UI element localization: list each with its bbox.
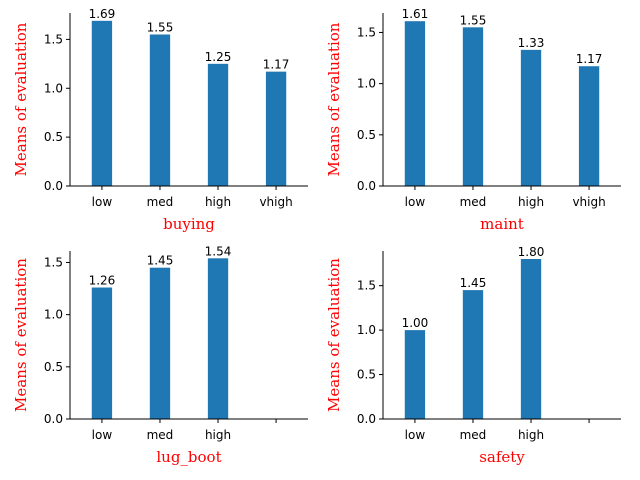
bar-value-label: 1.55 xyxy=(147,21,174,35)
y-tick-label: 0.0 xyxy=(357,179,376,193)
chart-panel-safety: 1.00 1.45 1.80 0.0 0.5 1.0 1.5 low med high safety… xyxy=(325,245,621,466)
bar-value-label: 1.00 xyxy=(402,316,429,330)
bar-value-label: 1.61 xyxy=(402,7,429,21)
x-tick-label: med xyxy=(147,428,174,442)
x-tick-label: med xyxy=(460,428,487,442)
bar-value-label: 1.26 xyxy=(89,274,116,288)
x-axis-label: buying xyxy=(163,215,215,233)
bar-buying-vhigh xyxy=(265,71,287,186)
chart-panel-maint: 1.61 1.55 1.33 1.17 0.0 0.5 1.0 1.5 low med high vh… xyxy=(325,7,621,233)
bar-safety-high xyxy=(520,259,542,419)
x-tick-label: low xyxy=(405,428,426,442)
x-tick-label: high xyxy=(205,428,231,442)
x-tick-label: med xyxy=(147,195,174,209)
y-axis-label: Means of evaluation xyxy=(325,258,343,412)
y-tick-label: 0.0 xyxy=(44,412,63,426)
bar-value-label: 1.45 xyxy=(460,276,487,290)
x-tick-label: vhigh xyxy=(259,195,292,209)
x-tick-label: high xyxy=(518,428,544,442)
x-axis-label: lug_boot xyxy=(156,448,221,466)
bar-value-label: 1.55 xyxy=(460,13,487,27)
bar-lug_boot-low xyxy=(91,287,113,419)
bar-maint-med xyxy=(462,27,484,187)
bar-safety-low xyxy=(404,330,426,419)
x-axis-label: safety xyxy=(479,448,525,466)
y-tick-label: 1.0 xyxy=(44,308,63,322)
bar-value-label: 1.69 xyxy=(89,7,116,21)
bar-value-label: 1.17 xyxy=(576,52,603,66)
x-tick-label: med xyxy=(460,195,487,209)
chart-panel-lug_boot: 1.26 1.45 1.54 0.0 0.5 1.0 1.5 low med high lug_bo… xyxy=(12,244,308,466)
y-axis-label: Means of evaluation xyxy=(12,258,30,412)
y-tick-label: 0.5 xyxy=(357,128,376,142)
chart-panel-buying: 1.69 1.55 1.25 1.17 0.0 0.5 1.0 1.5 low med high vh… xyxy=(12,7,308,233)
y-axis-label: Means of evaluation xyxy=(12,22,30,176)
y-tick-label: 1.0 xyxy=(357,323,376,337)
x-tick-label: vhigh xyxy=(572,195,605,209)
bar-lug_boot-high xyxy=(207,258,229,419)
bar-maint-vhigh xyxy=(578,66,600,186)
bar-value-label: 1.45 xyxy=(147,254,174,268)
bar-maint-high xyxy=(520,49,542,187)
x-axis-label: maint xyxy=(480,215,524,233)
y-tick-label: 0.0 xyxy=(357,412,376,426)
bar-buying-high xyxy=(207,63,229,186)
bar-safety-med xyxy=(462,290,484,419)
y-tick-label: 1.5 xyxy=(44,255,63,269)
y-tick-label: 1.0 xyxy=(357,77,376,91)
x-tick-label: high xyxy=(205,195,231,209)
x-tick-label: low xyxy=(92,195,113,209)
x-tick-label: low xyxy=(92,428,113,442)
y-tick-label: 0.5 xyxy=(44,360,63,374)
bar-lug_boot-med xyxy=(149,267,171,419)
y-axis-label: Means of evaluation xyxy=(325,22,343,176)
y-tick-label: 0.5 xyxy=(44,130,63,144)
y-tick-label: 0.5 xyxy=(357,368,376,382)
bar-value-label: 1.54 xyxy=(205,244,232,258)
y-tick-label: 1.5 xyxy=(357,25,376,39)
y-tick-label: 1.5 xyxy=(44,32,63,46)
x-tick-label: high xyxy=(518,195,544,209)
x-tick-label: low xyxy=(405,195,426,209)
bar-value-label: 1.25 xyxy=(205,50,232,64)
bar-maint-low xyxy=(404,21,426,187)
bar-value-label: 1.17 xyxy=(263,58,290,72)
bar-buying-med xyxy=(149,34,171,187)
y-tick-label: 1.5 xyxy=(357,279,376,293)
bar-buying-low xyxy=(91,20,113,186)
y-tick-label: 0.0 xyxy=(44,179,63,193)
y-tick-label: 1.0 xyxy=(44,81,63,95)
bar-value-label: 1.33 xyxy=(518,36,545,50)
bar-value-label: 1.80 xyxy=(518,245,545,259)
